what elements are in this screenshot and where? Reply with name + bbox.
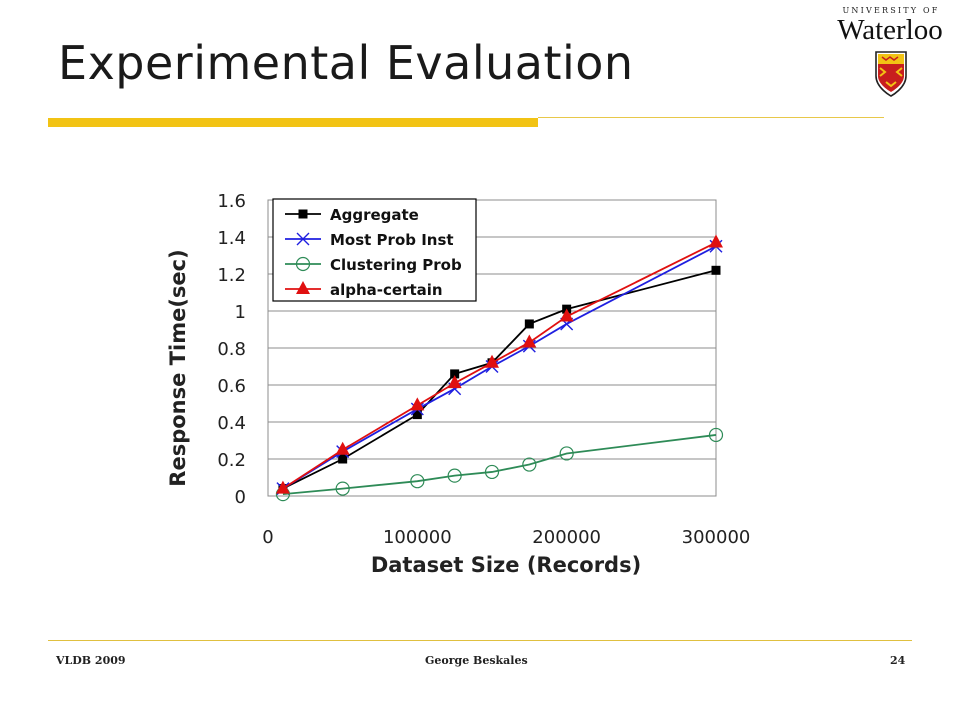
accent-bar bbox=[48, 118, 538, 127]
legend-label: alpha-certain bbox=[330, 281, 443, 299]
data-point-square bbox=[298, 209, 308, 219]
data-point-circle bbox=[559, 446, 574, 461]
legend-label: Aggregate bbox=[330, 206, 419, 224]
university-logo: UNIVERSITY OF Waterloo bbox=[826, 6, 954, 102]
data-point-triangle bbox=[447, 375, 462, 389]
legend-box bbox=[272, 198, 477, 302]
chart-legend: Aggregate Most Prob Inst Clustering Prob al… bbox=[272, 198, 477, 302]
data-point-triangle bbox=[522, 334, 537, 348]
series-clustering-prob bbox=[275, 427, 724, 502]
data-point-triangle bbox=[296, 281, 310, 294]
y-tick-label: 0 bbox=[235, 487, 246, 508]
data-point-triangle bbox=[559, 308, 574, 322]
y-tick-label: 1.4 bbox=[217, 228, 246, 249]
data-point-circle bbox=[708, 427, 724, 443]
series-alpha-certain bbox=[275, 234, 723, 494]
plot-area-border bbox=[267, 199, 717, 497]
y-tick-label: 1.6 bbox=[217, 191, 246, 212]
data-point-triangle bbox=[275, 480, 290, 494]
footer-page-number: 24 bbox=[890, 654, 906, 667]
data-point-square bbox=[450, 369, 460, 379]
data-point-circle bbox=[522, 457, 537, 472]
response-time-chart: 0 0.2 0.4 0.6 0.8 1 1.2 1.4 1.6 0 100000 200000 3000… bbox=[166, 191, 751, 577]
y-tick-label: 0.2 bbox=[217, 450, 246, 471]
data-point-circle bbox=[447, 468, 462, 483]
data-point-circle bbox=[484, 464, 500, 480]
data-point-square bbox=[338, 454, 348, 464]
y-tick-label: 0.4 bbox=[217, 413, 246, 434]
data-point-square bbox=[711, 265, 721, 275]
x-tick-label: 100000 bbox=[383, 527, 452, 548]
data-point-triangle bbox=[410, 397, 425, 411]
logo-name: Waterloo bbox=[837, 14, 943, 46]
legend-label: Clustering Prob bbox=[330, 256, 462, 274]
data-point-square bbox=[412, 410, 422, 420]
x-tick-label: 200000 bbox=[532, 527, 601, 548]
data-point-circle bbox=[295, 256, 311, 272]
data-point-circle bbox=[410, 474, 425, 489]
footer-divider bbox=[48, 640, 912, 641]
x-tick-label: 300000 bbox=[682, 527, 751, 548]
data-point-triangle bbox=[485, 354, 499, 368]
series-line bbox=[282, 269, 717, 490]
crest-icon bbox=[875, 51, 907, 97]
footer-conference: VLDB 2009 bbox=[56, 654, 126, 667]
data-point-x bbox=[296, 232, 310, 246]
data-point-triangle bbox=[335, 441, 350, 455]
data-point-circle bbox=[335, 481, 350, 496]
series-line bbox=[282, 245, 717, 490]
y-tick-label: 1 bbox=[235, 302, 246, 323]
footer-author: George Beskales bbox=[425, 654, 528, 667]
y-tick-label: 0.6 bbox=[217, 376, 246, 397]
legend-label: Most Prob Inst bbox=[330, 231, 454, 249]
y-axis-title: Response Time(sec) bbox=[166, 249, 190, 486]
data-point-triangle bbox=[709, 234, 723, 248]
slide-title: Experimental Evaluation bbox=[58, 36, 634, 90]
x-axis-title: Dataset Size (Records) bbox=[371, 553, 641, 577]
accent-line bbox=[538, 117, 884, 118]
data-point-square bbox=[524, 319, 534, 329]
y-tick-label: 0.8 bbox=[217, 339, 246, 360]
x-tick-label: 0 bbox=[262, 527, 273, 548]
logo-top-text: UNIVERSITY OF bbox=[842, 6, 940, 15]
y-tick-label: 1.2 bbox=[217, 265, 246, 286]
